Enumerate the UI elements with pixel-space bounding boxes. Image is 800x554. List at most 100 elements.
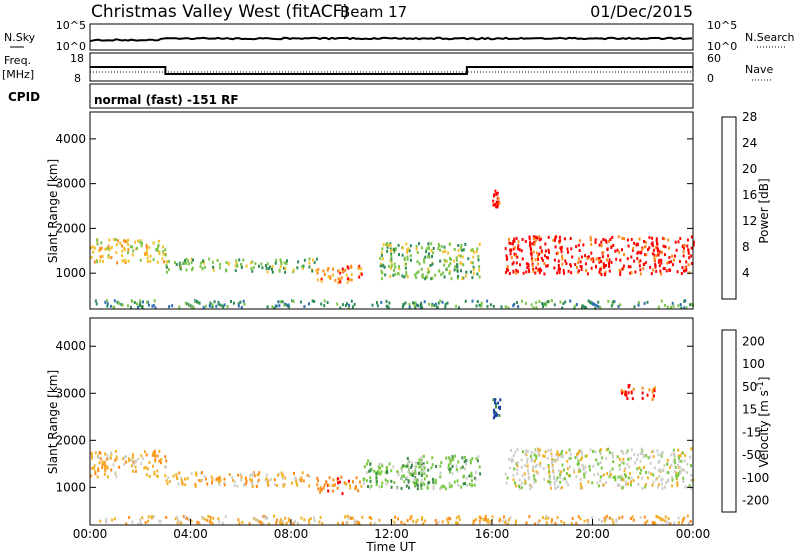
velocity-echo-cell xyxy=(418,458,421,462)
power-echo-cell xyxy=(658,258,661,262)
power-echo-cell xyxy=(168,305,171,309)
power-echo-cell xyxy=(619,273,622,277)
velocity-echo-cell xyxy=(447,465,450,469)
velocity-echo-cell xyxy=(447,463,450,467)
velocity-echo-cell xyxy=(111,518,113,522)
power-echo-cell xyxy=(515,301,518,304)
power-echo-cell xyxy=(234,269,237,273)
power-echo-cell xyxy=(600,240,603,244)
power-echo-cell xyxy=(359,272,362,276)
power-echo-cell xyxy=(496,204,499,208)
velocity-echo-cell xyxy=(368,469,371,473)
power-echo-cell xyxy=(225,269,228,273)
power-echo-cell xyxy=(561,262,564,266)
velocity-echo-cell xyxy=(294,520,296,523)
velocity-echo-cell xyxy=(533,480,536,484)
velocity-echo-cell xyxy=(495,412,498,416)
power-echo-cell xyxy=(93,246,96,250)
power-echo-cell xyxy=(286,259,288,263)
velocity-echo-cell xyxy=(186,517,189,521)
power-echo-cell xyxy=(581,306,583,309)
velocity-echo-cell xyxy=(319,487,322,491)
power-echo-cell xyxy=(442,250,445,254)
velocity-echo-cell xyxy=(603,516,606,520)
velocity-echo-cell xyxy=(607,447,610,451)
velocity-echo-cell xyxy=(651,450,654,454)
velocity-echo-cell xyxy=(420,474,423,478)
power-echo-cell xyxy=(407,247,410,251)
velocity-echo-cell xyxy=(477,455,480,459)
velocity-echo-cell xyxy=(612,476,615,479)
power-echo-cell xyxy=(444,260,447,263)
power-echo-cell xyxy=(129,245,132,249)
power-echo-cell xyxy=(548,250,550,254)
velocity-echo-cell xyxy=(243,484,246,487)
power-echo-cell xyxy=(519,263,521,267)
velocity-echo-cell xyxy=(505,481,508,485)
power-echo-cell xyxy=(629,271,632,275)
power-echo-cell xyxy=(401,253,404,257)
velocity-echo-cell xyxy=(632,518,635,522)
velocity-echo-cell xyxy=(153,449,156,453)
velocity-echo-cell xyxy=(257,478,260,482)
power-echo-cell xyxy=(162,252,165,256)
power-echo-cell xyxy=(117,239,120,243)
velocity-echo-cell xyxy=(630,448,633,452)
power-echo-cell xyxy=(117,301,120,305)
power-echo-cell xyxy=(406,257,409,261)
velocity-echo-cell xyxy=(353,520,356,524)
power-echo-cell xyxy=(240,263,243,267)
power-echo-cell xyxy=(657,260,660,264)
power-echo-cell xyxy=(350,273,353,277)
velocity-echo-cell xyxy=(575,475,578,478)
power-echo-cell xyxy=(213,300,216,304)
power-echo-cell xyxy=(204,304,207,308)
velocity-echo-cell xyxy=(386,471,389,475)
velocity-echo-cell xyxy=(657,516,660,519)
power-echo-cell xyxy=(106,304,109,308)
power-echo-cell xyxy=(326,301,329,304)
power-echo-cell xyxy=(547,300,550,304)
power-echo-cell xyxy=(586,272,589,276)
power-echo-cell xyxy=(348,303,351,307)
velocity-echo-cell xyxy=(599,448,602,452)
velocity-echo-cell xyxy=(333,483,336,487)
velocity-echo-cell xyxy=(457,483,460,487)
power-echo-cell xyxy=(266,262,269,266)
velocity-echo-cell xyxy=(639,459,642,463)
velocity-echo-cell xyxy=(414,483,417,487)
power-echo-cell xyxy=(671,254,674,258)
velocity-echo-cell xyxy=(472,519,475,523)
velocity-echo-cell xyxy=(687,521,690,525)
velocity-echo-cell xyxy=(465,476,468,480)
velocity-echo-cell xyxy=(106,475,109,479)
power-echo-cell xyxy=(567,250,569,254)
velocity-echo-cell xyxy=(134,469,137,473)
power-echo-cell xyxy=(131,253,134,257)
velocity-echo-cell xyxy=(147,515,150,519)
velocity-echo-cell xyxy=(529,487,532,491)
velocity-echo-cell xyxy=(308,474,311,478)
power-echo-cell xyxy=(614,249,617,253)
power-echo-cell xyxy=(512,247,515,251)
power-echo-cell xyxy=(561,254,564,258)
power-echo-cell xyxy=(405,262,407,266)
power-echo-cell xyxy=(147,303,150,307)
power-echo-cell xyxy=(287,303,290,307)
power-echo-cell xyxy=(146,256,149,260)
velocity-echo-cell xyxy=(473,483,476,487)
power-echo-cell xyxy=(587,299,590,303)
power-echo-cell xyxy=(677,304,680,308)
velocity-echo-cell xyxy=(653,386,656,390)
xtick-label: 12:00 xyxy=(374,527,409,541)
velocity-echo-cell xyxy=(532,474,535,478)
power-echo-cell xyxy=(303,258,306,262)
power-echo-cell xyxy=(155,248,158,252)
power-echo-cell xyxy=(555,252,558,256)
velocity-echo-cell xyxy=(377,471,380,475)
velocity-echo-cell xyxy=(675,476,678,480)
power-echo-cell xyxy=(420,304,423,308)
power-echo-cell xyxy=(653,255,656,259)
power-echo-cell xyxy=(389,249,392,253)
power-echo-cell xyxy=(165,264,168,268)
